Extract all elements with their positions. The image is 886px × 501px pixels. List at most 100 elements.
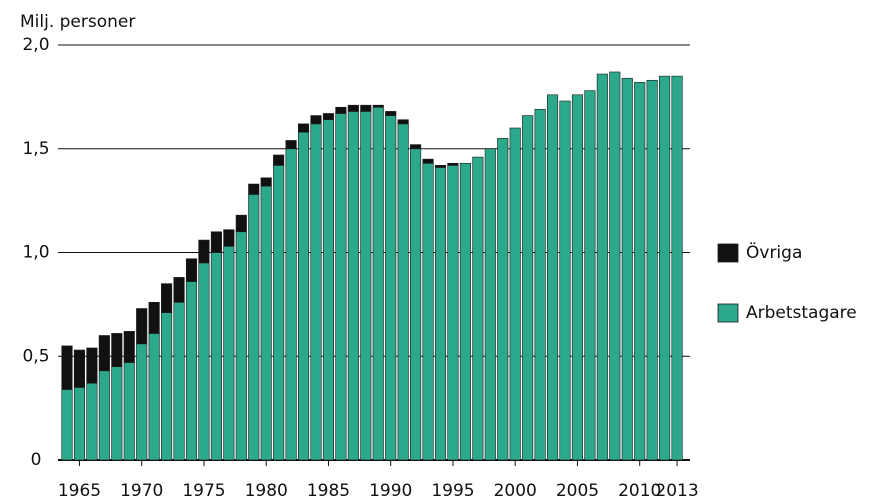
bar-segment <box>248 183 260 195</box>
bar-segment <box>559 100 571 461</box>
bar-segment <box>86 347 98 384</box>
bar-segment <box>235 231 247 461</box>
bar-segment <box>422 162 434 461</box>
bar-segment <box>260 185 272 461</box>
bar-segment <box>223 245 235 461</box>
bar-segment <box>659 75 671 461</box>
bar-segment <box>459 162 471 461</box>
bar-segment <box>447 162 459 166</box>
bar-segment <box>210 231 222 253</box>
bar-segment <box>385 111 397 116</box>
bar-segment <box>484 148 496 461</box>
bar-segment <box>185 281 198 461</box>
bar-segment <box>472 156 484 461</box>
bar-segment <box>73 387 85 461</box>
bar-segment <box>447 165 459 461</box>
x-tick-label: 1980 <box>245 481 288 501</box>
bar-segment <box>322 119 335 461</box>
bar-segment <box>98 370 110 461</box>
bar-segment <box>185 258 198 282</box>
bar-segment <box>671 75 683 461</box>
bar-segment <box>248 194 260 461</box>
bar-segment <box>397 123 409 461</box>
bar-segment <box>434 165 447 168</box>
bar-segment <box>161 283 173 313</box>
bar-segment <box>235 214 247 233</box>
bar-segment <box>123 362 135 461</box>
bar-segment <box>111 366 123 461</box>
legend-label: Övriga <box>746 241 802 263</box>
bar-segment <box>422 158 434 164</box>
x-tick-label: 2013 <box>655 481 698 501</box>
y-tick-label: 0 <box>31 450 42 470</box>
y-tick-label: 2,0 <box>22 35 49 55</box>
bar-segment <box>210 252 222 461</box>
bar-segment <box>335 113 347 461</box>
bar-segment <box>98 335 110 372</box>
x-tick-label: 1995 <box>431 481 474 501</box>
bar-segment <box>646 79 658 461</box>
bar-segment <box>285 148 297 461</box>
x-tick-label: 1970 <box>120 481 163 501</box>
legend-label: Arbetstagare <box>746 303 857 323</box>
x-tick-label: 1975 <box>182 481 225 501</box>
legend-swatch <box>717 303 739 323</box>
bar-segment <box>347 111 359 461</box>
x-tick-label: 1965 <box>58 481 101 501</box>
bar-segment <box>136 308 148 345</box>
bar-segment <box>360 104 372 112</box>
bar-segment <box>397 119 409 125</box>
bar-segment <box>410 144 422 150</box>
bar-segment <box>596 73 608 461</box>
bar-segment <box>73 349 85 388</box>
bar-segment <box>148 301 160 334</box>
bar-segment <box>260 177 272 187</box>
bar-segment <box>273 165 285 461</box>
bar-segment <box>148 333 160 461</box>
y-tick-label: 1,5 <box>22 139 49 159</box>
bar-segment <box>61 389 73 461</box>
bar-segment <box>434 167 447 461</box>
y-tick-label: 1,0 <box>22 243 49 263</box>
bar-segment <box>198 262 210 461</box>
bar-segment <box>123 331 135 363</box>
bar-segment <box>161 312 173 461</box>
bar-segment <box>285 140 297 150</box>
bar-segment <box>372 104 384 108</box>
bar-segment <box>609 71 621 461</box>
bar-segment <box>310 123 322 461</box>
bar-segment <box>223 229 235 247</box>
y-axis-label: Milj. personer <box>20 12 135 32</box>
bar-segment <box>335 106 347 114</box>
bar-segment <box>297 123 310 133</box>
bar-segment <box>385 115 397 461</box>
bar-segment <box>111 333 123 367</box>
bar-segment <box>322 113 335 120</box>
bar-segment <box>297 131 310 461</box>
bar-segment <box>571 94 584 461</box>
bar-segment <box>621 77 633 461</box>
bar-segment <box>372 106 384 461</box>
bar-segment <box>584 90 596 461</box>
bar-segment <box>198 239 210 264</box>
bar-segment <box>634 82 646 461</box>
x-tick-label: 2010 <box>618 481 661 501</box>
bar-segment <box>509 127 521 461</box>
x-tick-label: 1990 <box>369 481 412 501</box>
bar-segment <box>522 115 534 461</box>
bar-segment <box>546 94 559 461</box>
legend-swatch <box>717 243 739 263</box>
y-tick-label: 0,5 <box>22 346 49 366</box>
bar-segment <box>360 111 372 461</box>
bar-segment <box>310 115 322 125</box>
x-tick-label: 2000 <box>494 481 537 501</box>
bar-segment <box>534 109 546 461</box>
bar-segment <box>497 138 509 461</box>
bar-segment <box>173 277 185 303</box>
bar-segment <box>86 382 98 461</box>
x-tick-label: 2005 <box>556 481 599 501</box>
bar-segment <box>173 301 185 461</box>
bar-segment <box>61 345 73 390</box>
bar-segment <box>273 154 285 166</box>
